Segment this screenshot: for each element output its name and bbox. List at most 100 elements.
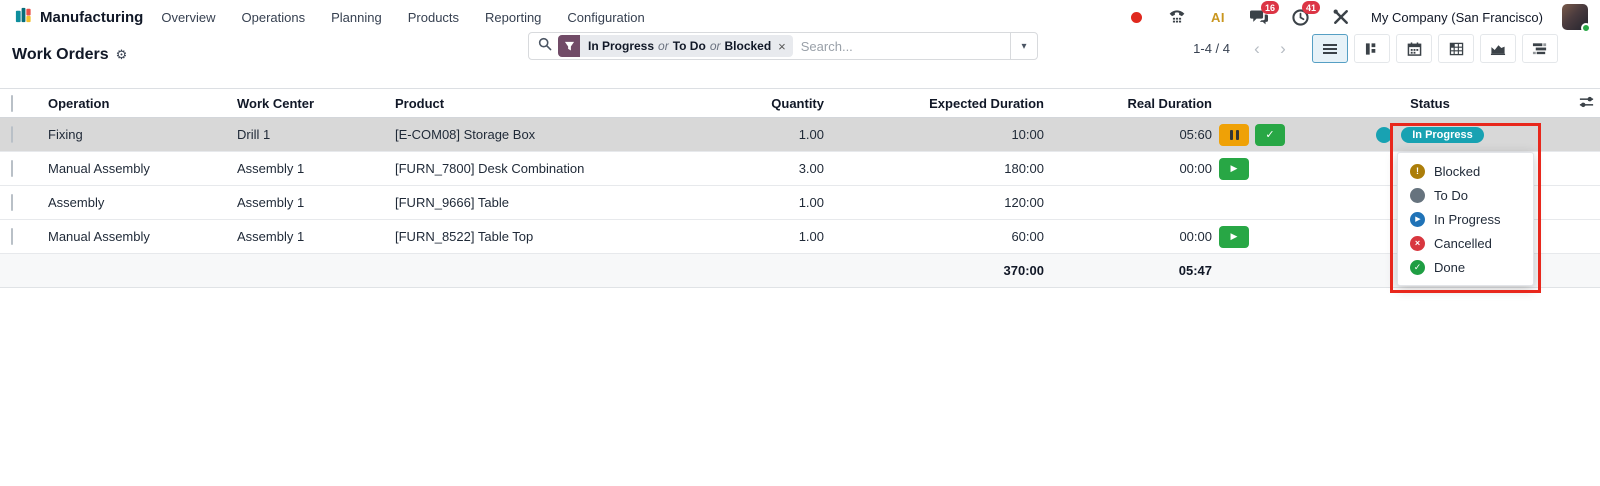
column-header-quantity[interactable]: Quantity bbox=[771, 95, 824, 111]
cell-operation: Manual Assembly bbox=[48, 229, 150, 244]
pager-previous-button[interactable]: ‹ bbox=[1254, 38, 1260, 58]
optional-columns-icon[interactable] bbox=[1578, 95, 1595, 112]
cell-product: [E-COM08] Storage Box bbox=[395, 127, 536, 142]
table-header-row: Operation Work Center Product Quantity E… bbox=[0, 88, 1600, 118]
nav-item-overview[interactable]: Overview bbox=[161, 9, 216, 25]
nav-item-reporting[interactable]: Reporting bbox=[485, 9, 542, 25]
cell-real-duration: 00:00 bbox=[1179, 229, 1212, 244]
cell-operation: Assembly bbox=[48, 195, 105, 210]
cell-expected-duration: 120:00 bbox=[1004, 195, 1044, 210]
blocked-icon: ! bbox=[1410, 163, 1425, 179]
status-option-cancelled[interactable]: × Cancelled bbox=[1398, 231, 1533, 255]
play-icon: ▶ bbox=[1230, 163, 1238, 173]
presence-status-dot bbox=[1581, 23, 1591, 33]
search-bar[interactable]: In Progress or To Do or Blocked × ▾ bbox=[528, 32, 1038, 60]
check-icon: ✓ bbox=[1265, 129, 1275, 141]
pause-button[interactable] bbox=[1219, 123, 1249, 146]
company-switcher[interactable]: My Company (San Francisco) bbox=[1371, 9, 1543, 25]
app-name: Manufacturing bbox=[40, 8, 144, 26]
table-row[interactable]: Assembly Assembly 1 [FURN_9666] Table 1.… bbox=[0, 186, 1600, 220]
nav-item-operations[interactable]: Operations bbox=[241, 9, 306, 25]
cell-quantity: 1.00 bbox=[798, 127, 824, 142]
column-header-product[interactable]: Product bbox=[395, 95, 445, 111]
user-avatar[interactable] bbox=[1562, 4, 1591, 33]
ai-icon[interactable]: AI bbox=[1211, 9, 1226, 25]
cell-expected-duration: 180:00 bbox=[1004, 161, 1044, 176]
status-badge[interactable]: In Progress bbox=[1401, 126, 1484, 143]
done-icon: ✓ bbox=[1410, 259, 1425, 275]
messages-icon[interactable]: 16 bbox=[1248, 1, 1280, 28]
row-checkbox[interactable] bbox=[11, 228, 13, 245]
status-option-done[interactable]: ✓ Done bbox=[1398, 255, 1533, 279]
app-menu-button[interactable]: Manufacturing bbox=[14, 5, 143, 29]
column-header-expected-duration[interactable]: Expected Duration bbox=[929, 95, 1044, 111]
status-dropdown-menu: ! Blocked To Do ▶ In Progress × Cancelle… bbox=[1397, 152, 1534, 286]
nav-item-configuration[interactable]: Configuration bbox=[567, 9, 645, 25]
control-panel: Work Orders ⚙ In Progress or To Do or bbox=[0, 32, 1600, 80]
voip-phone-icon[interactable] bbox=[1166, 6, 1188, 28]
todo-icon bbox=[1410, 187, 1425, 203]
status-option-blocked[interactable]: ! Blocked bbox=[1398, 159, 1533, 183]
column-header-status[interactable]: Status bbox=[1410, 95, 1450, 111]
search-options-caret[interactable]: ▾ bbox=[1010, 33, 1037, 59]
column-header-real-duration[interactable]: Real Duration bbox=[1127, 95, 1212, 111]
view-graph-button[interactable] bbox=[1480, 34, 1516, 63]
total-real-duration: 05:47 bbox=[1178, 263, 1212, 278]
cell-product: [FURN_9666] Table bbox=[395, 195, 509, 210]
mark-done-button[interactable]: ✓ bbox=[1255, 123, 1285, 146]
facet-remove-icon[interactable]: × bbox=[778, 38, 786, 54]
view-kanban-button[interactable] bbox=[1354, 34, 1390, 63]
nav-menu: Overview Operations Planning Products Re… bbox=[161, 6, 644, 29]
search-icon bbox=[538, 37, 552, 56]
activities-clock-icon[interactable]: 41 bbox=[1289, 1, 1321, 28]
view-list-button[interactable] bbox=[1312, 34, 1348, 63]
kanban-state-dot[interactable] bbox=[1376, 126, 1393, 143]
cell-work-center: Assembly 1 bbox=[237, 161, 305, 176]
cancelled-icon: × bbox=[1410, 235, 1425, 251]
in-progress-icon: ▶ bbox=[1410, 211, 1425, 227]
row-checkbox[interactable] bbox=[11, 126, 13, 143]
view-switcher bbox=[1312, 34, 1558, 63]
search-facet-filter: In Progress or To Do or Blocked × bbox=[558, 35, 793, 57]
pause-icon bbox=[1229, 129, 1233, 140]
activities-badge: 41 bbox=[1302, 1, 1321, 14]
cell-product: [FURN_7800] Desk Combination bbox=[395, 161, 585, 176]
column-header-operation[interactable]: Operation bbox=[48, 95, 110, 111]
cell-real-duration: 05:60 bbox=[1179, 127, 1212, 142]
action-gear-icon[interactable]: ⚙ bbox=[115, 47, 128, 62]
row-checkbox[interactable] bbox=[11, 194, 13, 211]
cell-real-duration: 00:00 bbox=[1179, 161, 1212, 176]
nav-item-products[interactable]: Products bbox=[407, 9, 460, 25]
cell-operation: Fixing bbox=[48, 127, 83, 142]
row-checkbox[interactable] bbox=[11, 160, 13, 177]
cell-quantity: 3.00 bbox=[798, 161, 824, 176]
table-total-row: 370:00 05:47 bbox=[0, 254, 1600, 288]
view-gantt-button[interactable] bbox=[1522, 34, 1558, 63]
table-row[interactable]: Fixing Drill 1 [E-COM08] Storage Box 1.0… bbox=[0, 118, 1600, 152]
start-button[interactable]: ▶ bbox=[1219, 157, 1249, 180]
manufacturing-app-icon bbox=[14, 5, 33, 29]
play-icon: ▶ bbox=[1230, 231, 1238, 241]
column-header-work-center[interactable]: Work Center bbox=[237, 95, 315, 111]
start-button[interactable]: ▶ bbox=[1219, 225, 1249, 248]
select-all-checkbox[interactable] bbox=[11, 94, 13, 112]
pager-next-button[interactable]: › bbox=[1280, 38, 1286, 58]
cell-expected-duration: 60:00 bbox=[1011, 229, 1044, 244]
status-option-in-progress[interactable]: ▶ In Progress bbox=[1398, 207, 1533, 231]
table-row[interactable]: Manual Assembly Assembly 1 [FURN_7800] D… bbox=[0, 152, 1600, 186]
cell-work-center: Drill 1 bbox=[237, 127, 271, 142]
view-pivot-button[interactable] bbox=[1438, 34, 1474, 63]
status-option-todo[interactable]: To Do bbox=[1398, 183, 1533, 207]
table-row[interactable]: Manual Assembly Assembly 1 [FURN_8522] T… bbox=[0, 220, 1600, 254]
top-navbar: Manufacturing Overview Operations Planni… bbox=[0, 0, 1600, 34]
work-orders-table: Operation Work Center Product Quantity E… bbox=[0, 88, 1600, 288]
view-calendar-button[interactable] bbox=[1396, 34, 1432, 63]
page-title: Work Orders bbox=[12, 46, 109, 63]
search-input[interactable] bbox=[792, 38, 1010, 54]
nav-item-planning[interactable]: Planning bbox=[331, 9, 382, 25]
debug-tools-icon[interactable] bbox=[1330, 6, 1352, 28]
recording-indicator-icon[interactable] bbox=[1125, 6, 1147, 28]
systray: AI 16 41 bbox=[1125, 1, 1591, 33]
cell-quantity: 1.00 bbox=[798, 229, 824, 244]
